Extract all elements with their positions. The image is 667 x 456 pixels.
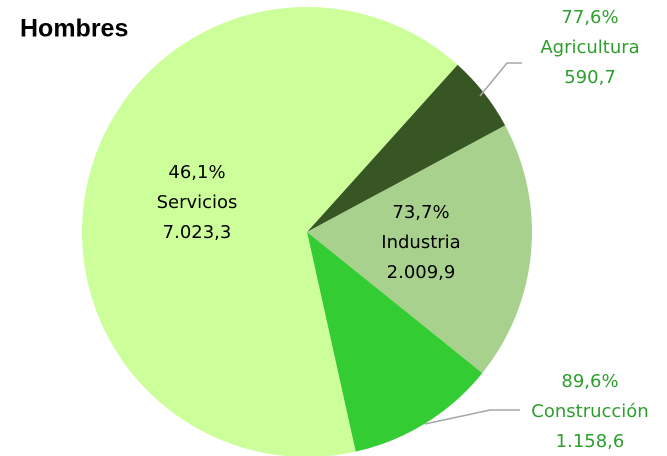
data-label-value: 2.009,9 [387, 262, 456, 283]
data-label-category: Servicios [157, 192, 238, 213]
pie-slice [307, 232, 483, 452]
data-label-value: 590,7 [564, 67, 616, 88]
data-label-category: Agricultura [540, 37, 639, 58]
data-label-percentage: 89,6% [561, 371, 618, 392]
data-label-value: 1.158,6 [556, 431, 625, 452]
data-label-value: 7.023,3 [163, 222, 232, 243]
data-label-percentage: 77,6% [561, 7, 618, 28]
leader-line [479, 62, 522, 97]
data-label-category: Industria [381, 232, 460, 253]
data-label-category: Construcción [531, 401, 648, 422]
pie-slice [82, 7, 458, 456]
leader-line [424, 409, 520, 425]
data-label-percentage: 46,1% [168, 162, 225, 183]
chart-title: Hombres [20, 15, 128, 43]
pie-slice [307, 125, 532, 374]
data-label-percentage: 73,7% [392, 202, 449, 223]
pie-slice [307, 64, 506, 232]
